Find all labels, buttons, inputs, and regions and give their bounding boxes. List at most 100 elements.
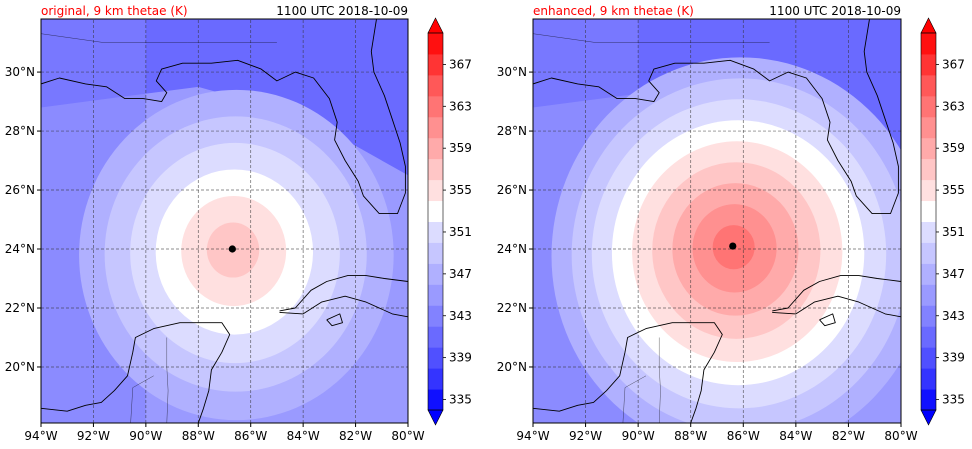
- map-title-enhanced: enhanced, 9 km thetae (K): [533, 4, 694, 18]
- colorbar-frame: [427, 32, 444, 411]
- colorbar-swatch: [428, 116, 443, 139]
- y-tick-label: 22°N: [5, 301, 35, 315]
- storm-center-marker: [729, 242, 737, 250]
- colorbar-swatch: [428, 263, 443, 285]
- colorbar-swatch: [921, 116, 936, 139]
- colorbar-tick-label: 355: [942, 183, 965, 197]
- colorbar-swatch: [428, 242, 443, 264]
- x-tick-label: 84°W: [287, 429, 320, 443]
- colorbar-tick-label: 363: [942, 99, 965, 113]
- x-tick-label: 94°W: [516, 429, 549, 443]
- colorbar-enhanced: 335 339 343 347 351 355 359 363 367: [920, 17, 965, 426]
- colorbar-under-extension: [427, 409, 444, 426]
- colorbar-tick-label: 367: [942, 57, 965, 71]
- colorbar-tick-label: 347: [942, 267, 965, 281]
- colorbar-swatch: [428, 368, 443, 390]
- y-tick-label: 30°N: [5, 65, 35, 79]
- coastline-cubaS: [279, 295, 408, 318]
- colorbar-swatch: [921, 263, 936, 285]
- x-tick-label: 86°W: [727, 429, 760, 443]
- y-axis-original: 30°N 28°N 26°N 24°N 22°N 20°N: [5, 65, 41, 374]
- country-border: [658, 337, 661, 423]
- colorbar-swatch: [921, 305, 936, 327]
- colorbar-original: 335 339 343 347 351 355 359 363 367: [427, 17, 472, 426]
- coastline-cuba: [772, 275, 901, 312]
- colorbar-swatch: [921, 389, 936, 411]
- colorbar-swatch: [921, 179, 936, 202]
- colorbar-swatch: [921, 53, 936, 76]
- colorbar-tick-label: 363: [449, 99, 472, 113]
- colorbar-swatch: [921, 95, 936, 118]
- x-tick-label: 84°W: [779, 429, 812, 443]
- colorbar-swatch: [921, 137, 936, 160]
- y-tick-label: 26°N: [497, 183, 527, 197]
- y-tick-label: 26°N: [5, 183, 35, 197]
- map-frame: [40, 18, 409, 424]
- colorbar-tick-label: 335: [942, 393, 965, 407]
- map-field-enhanced: [532, 18, 902, 424]
- y-tick-label: 24°N: [5, 242, 35, 256]
- graticule: [41, 19, 408, 423]
- x-tick-label: 92°W: [77, 429, 110, 443]
- colorbar-swatch: [428, 221, 443, 243]
- map-frame: [532, 18, 902, 424]
- colorbar-swatch: [921, 347, 936, 369]
- coastline-isla: [819, 313, 836, 327]
- x-tick-label: 92°W: [569, 429, 602, 443]
- colorbar-tick-label: 339: [449, 351, 472, 365]
- colorbar-tick-label: 359: [449, 141, 472, 155]
- colorbar-swatch: [921, 368, 936, 390]
- colorbar-under-extension: [920, 409, 937, 426]
- colorbar-over-extension: [427, 17, 444, 34]
- colorbar-swatch: [921, 242, 936, 264]
- y-tick-label: 20°N: [497, 360, 527, 374]
- y-tick-label: 30°N: [497, 65, 527, 79]
- colorbar-swatch: [428, 284, 443, 306]
- colorbar-tick-label: 339: [942, 351, 965, 365]
- colorbar-tick-label: 367: [449, 57, 472, 71]
- coastline-isla: [326, 313, 343, 327]
- country-border: [166, 337, 169, 423]
- colorbar-tick-label: 351: [449, 225, 472, 239]
- coastline-gulf: [533, 19, 899, 215]
- x-tick-label: 82°W: [832, 429, 865, 443]
- y-tick-label: 20°N: [5, 360, 35, 374]
- y-tick-label: 28°N: [5, 124, 35, 138]
- colorbar-swatch: [921, 33, 936, 55]
- x-tick-label: 88°W: [182, 429, 215, 443]
- colorbar-tick-label: 347: [449, 267, 472, 281]
- colorbar-swatch: [921, 326, 936, 348]
- colorbar-tick-label: 359: [942, 141, 965, 155]
- colorbar-swatch: [428, 200, 443, 222]
- colorbar-over-extension: [920, 17, 937, 34]
- colorbar-swatch: [428, 326, 443, 348]
- map-field-original: [40, 18, 409, 424]
- colorbar-tick-label: 355: [449, 183, 472, 197]
- y-axis-enhanced: 30°N 28°N 26°N 24°N 22°N 20°N: [497, 65, 533, 374]
- country-border: [622, 375, 647, 423]
- colorbar-swatch: [428, 74, 443, 97]
- colorbar-tick-label: 343: [942, 309, 965, 323]
- colorbar-swatch: [428, 158, 443, 181]
- country-border: [533, 33, 770, 43]
- colorbar-swatch: [428, 389, 443, 411]
- country-border: [41, 33, 277, 43]
- x-axis-original: 94°W 92°W 90°W 88°W 86°W 84°W 82°W 80°W: [24, 423, 425, 443]
- country-border: [130, 375, 154, 423]
- colorbar-swatch: [428, 33, 443, 55]
- colorbar-frame: [920, 32, 937, 411]
- map-panel-enhanced: enhanced, 9 km thetae (K) 1100 UTC 2018-…: [497, 4, 965, 443]
- colorbar-swatch: [921, 284, 936, 306]
- y-tick-label: 24°N: [497, 242, 527, 256]
- coastline-yucatan: [533, 322, 723, 423]
- x-tick-label: 94°W: [24, 429, 57, 443]
- coastline-yucatan: [41, 322, 231, 423]
- colorbar-swatch: [428, 137, 443, 160]
- x-tick-label: 90°W: [622, 429, 655, 443]
- coastline-cuba: [279, 275, 408, 312]
- map-timestamp-original: 1100 UTC 2018-10-09: [276, 4, 408, 18]
- x-tick-label: 88°W: [674, 429, 707, 443]
- x-tick-label: 90°W: [129, 429, 162, 443]
- map-timestamp-enhanced: 1100 UTC 2018-10-09: [769, 4, 901, 18]
